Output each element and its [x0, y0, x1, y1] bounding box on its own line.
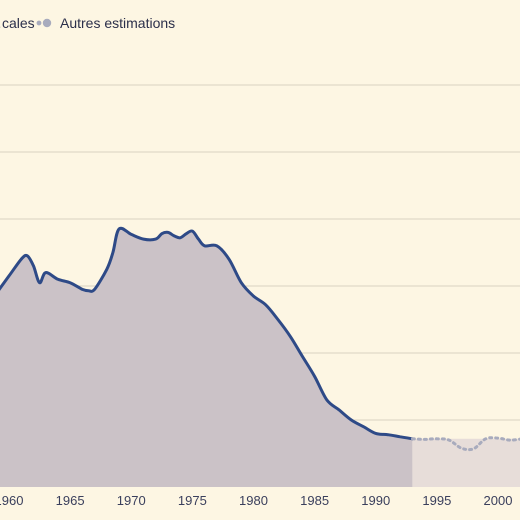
- x-tick-label-1965: 1965: [56, 493, 85, 508]
- series-lines: [0, 226, 520, 452]
- x-tick-label-1975: 1975: [178, 493, 207, 508]
- x-tick-label-1970: 1970: [117, 493, 146, 508]
- series-line-official: [0, 226, 414, 441]
- area-other-estimates: [412, 438, 520, 487]
- areas: [0, 229, 520, 487]
- series-line-other-estimates: [410, 436, 520, 452]
- x-tick-label-1980: 1980: [239, 493, 268, 508]
- legend-marker-other: [36, 18, 52, 28]
- x-tick-label-1990: 1990: [361, 493, 390, 508]
- area-official: [0, 229, 413, 487]
- legend: …cales Autres estimations: [0, 15, 175, 31]
- legend-label-other: Autres estimations: [60, 15, 175, 31]
- x-tick-label-1960: 1960: [0, 493, 23, 508]
- x-tick-label-2000: 2000: [484, 493, 513, 508]
- x-axis: 1960 1965 1970 1975 1980 1985 1990 1995 2000: [0, 493, 512, 508]
- x-tick-label-1995: 1995: [422, 493, 451, 508]
- x-tick-label-1985: 1985: [300, 493, 329, 508]
- legend-label-official: …cales: [0, 15, 35, 31]
